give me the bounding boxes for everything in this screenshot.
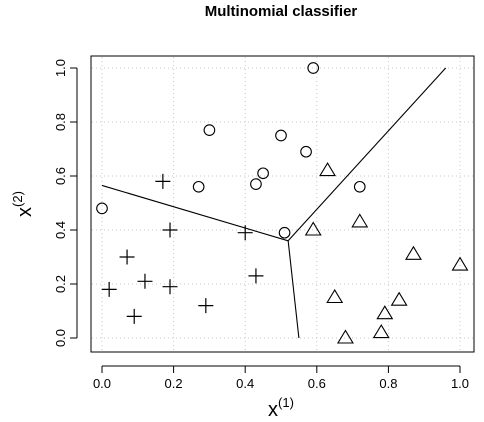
y-tick-label: 1.0 [53, 59, 68, 77]
x-tick-label: 0.4 [236, 376, 254, 391]
x-tick-label: 0.8 [379, 376, 397, 391]
boundary-line [101, 184, 289, 242]
plus-point [162, 222, 178, 238]
y-tick-label: 0.4 [53, 221, 68, 239]
y-axis-label: x(2) [10, 191, 36, 217]
plus-point [137, 273, 153, 289]
plus-point [155, 173, 171, 189]
triangle-point [304, 221, 322, 236]
decision-boundaries [101, 67, 447, 339]
plus-point [101, 281, 117, 297]
y-axis-label-base: x [14, 207, 36, 217]
circle-point [96, 202, 108, 215]
x-axis-label-superscript: (1) [278, 395, 294, 410]
boundary-line [287, 240, 300, 339]
x-tick-label: 0.6 [308, 376, 326, 391]
circle-point [307, 62, 320, 74]
chart-title: Multinomial classifier [205, 3, 358, 20]
x-axis-label-base: x [268, 399, 278, 421]
y-axis-label-superscript: (2) [10, 191, 25, 207]
y-axis: 0.0 0.2 0.4 0.6 0.8 1.0 [53, 59, 78, 347]
circle-point [257, 167, 269, 180]
plot-frame [90, 55, 475, 353]
circle-point [353, 180, 366, 193]
x-axis: 0.0 0.2 0.4 0.6 0.8 1.0 [93, 365, 469, 391]
circle-point [250, 178, 262, 190]
y-tick-label: 0.0 [53, 329, 68, 347]
y-tick-label: 0.6 [53, 167, 68, 185]
plus-point [237, 225, 253, 241]
triangle-point [404, 245, 422, 260]
plus-point [119, 249, 135, 265]
y-tick-label: 0.2 [53, 275, 68, 293]
triangle-point [326, 288, 344, 304]
triangle-point [390, 291, 408, 306]
x-tick-label: 0.0 [93, 376, 111, 391]
plus-point [162, 279, 178, 295]
plus-point [126, 308, 142, 324]
triangle-point [372, 324, 390, 339]
boundary-line [287, 67, 447, 242]
plus-point [248, 268, 264, 284]
x-tick-label: 0.2 [165, 376, 183, 391]
data-points [96, 62, 469, 344]
x-axis-label: x(1) [268, 395, 294, 421]
triangle-point [351, 213, 369, 228]
triangle-point [319, 162, 337, 177]
circle-point [278, 226, 291, 239]
triangle-point [376, 305, 394, 320]
x-tick-label: 1.0 [451, 376, 469, 391]
circle-point [192, 180, 205, 193]
grid [92, 57, 473, 351]
triangle-point [336, 329, 354, 344]
circle-point [300, 145, 312, 158]
circle-point [203, 124, 216, 136]
circle-point [275, 129, 287, 142]
plus-point [198, 298, 214, 314]
y-tick-label: 0.8 [53, 113, 68, 131]
triangle-point [451, 256, 469, 271]
